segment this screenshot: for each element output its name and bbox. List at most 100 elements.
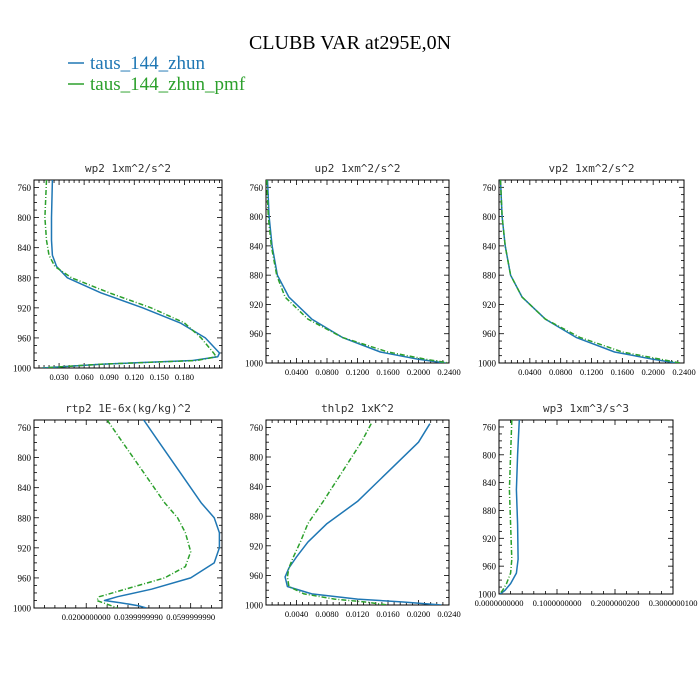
x-tick-label: 0.030 [50,372,69,382]
y-tick-label: 920 [250,300,264,310]
series-line-zhun [499,180,677,363]
y-tick-label: 760 [18,423,32,433]
y-tick-label: 840 [250,482,264,492]
x-tick-label: 0.0400 [285,367,308,377]
x-tick-label: 0.0160 [376,609,399,619]
y-tick-label: 800 [18,453,32,463]
panel-title: thlp2 1xK^2 [321,402,394,415]
plot-frame [498,419,674,595]
y-tick-label: 1000 [245,601,264,611]
y-tick-label: 800 [250,453,264,463]
legend-label-1: taus_144_zhun_pmf [90,74,246,95]
plot-frame [33,419,223,609]
panel-title: wp3 1xm^3/s^3 [543,402,629,415]
x-tick-label: 0.0120 [346,609,369,619]
x-tick-label: 0.0599999990 [166,612,215,622]
y-tick-label: 960 [250,329,264,339]
y-tick-label: 1000 [478,359,497,369]
y-tick-label: 840 [483,478,497,488]
x-tick-label: 0.0800 [315,367,338,377]
y-tick-label: 880 [18,273,32,283]
x-tick-label: 0.0399999990 [114,612,163,622]
x-tick-label: 0.2400 [437,367,460,377]
y-tick-label: 880 [250,271,264,281]
y-tick-label: 920 [18,543,32,553]
series-line-zhun [499,420,521,594]
y-tick-label: 920 [483,534,497,544]
x-tick-label: 0.2000 [407,367,430,377]
y-tick-label: 960 [18,573,32,583]
y-tick-label: 880 [18,513,32,523]
plot-frame [33,179,223,369]
x-tick-label: 0.1200 [580,367,603,377]
y-tick-label: 1000 [478,590,497,600]
panel-4: rtp2 1E-6x(kg/kg)^2 760 800 840 880 920 960 100… [13,402,223,622]
panel-6: wp3 1xm^3/s^3 760 800 840 880 920 960 10000.000… [475,402,698,608]
x-tick-label: 0.0200 [407,609,430,619]
y-tick-label: 960 [483,562,497,572]
y-tick-label: 800 [250,212,264,222]
y-tick-label: 840 [250,241,264,251]
panels: wp2 1xm^2/s^2 760 800 840 880 920 960 1000 0.030… [13,162,697,622]
y-tick-label: 760 [18,183,32,193]
x-tick-label: 0.150 [150,372,169,382]
y-tick-label: 800 [483,450,497,460]
panel-title: up2 1xm^2/s^2 [314,162,400,175]
y-tick-label: 840 [18,483,32,493]
y-tick-label: 960 [250,571,264,581]
plot-frame [265,179,450,364]
y-tick-label: 920 [18,303,32,313]
x-tick-label: 0.0000000000 [475,598,524,608]
y-tick-label: 800 [483,212,497,222]
y-tick-label: 880 [483,506,497,516]
series-line-zhun-pmf [499,420,513,594]
panel-3: vp2 1xm^2/s^2 760 800 840 880 920 960 1000 0.040… [478,162,696,377]
y-tick-label: 1000 [13,364,32,374]
series-line-zhun-pmf [499,180,681,363]
y-tick-label: 960 [483,329,497,339]
panel-title: vp2 1xm^2/s^2 [548,162,634,175]
series-line-zhun-pmf [266,180,449,363]
y-tick-label: 920 [250,541,264,551]
legend-label-0: taus_144_zhun [90,53,206,74]
y-tick-label: 760 [250,183,264,193]
figure-legend: taus_144_zhun taus_144_zhun_pmf [68,53,246,95]
panel-2: up2 1xm^2/s^2 760 800 840 880 920 960 1000 0.040… [245,162,461,377]
series-line-zhun [266,180,446,363]
y-tick-label: 880 [483,271,497,281]
series-line-zhun-pmf [95,420,192,608]
y-tick-label: 840 [18,243,32,253]
y-tick-label: 920 [483,300,497,310]
x-tick-label: 0.090 [100,372,119,382]
x-tick-label: 0.2000 [641,367,664,377]
x-tick-label: 0.3000000100 [649,598,698,608]
x-tick-label: 0.1600 [611,367,634,377]
series-line-zhun [42,180,221,368]
plot-frame [498,179,685,364]
y-tick-label: 760 [483,183,497,193]
x-tick-label: 0.0040 [285,609,308,619]
y-tick-label: 840 [483,241,497,251]
x-tick-label: 0.1000000000 [533,598,582,608]
series-line-zhun [103,420,221,608]
x-tick-label: 0.0200000000 [62,612,111,622]
y-tick-label: 760 [250,423,264,433]
x-tick-label: 0.0240 [437,609,460,619]
series-line-zhun-pmf [286,423,389,605]
x-tick-label: 0.0800 [549,367,572,377]
panel-5: thlp2 1xK^2 760 800 840 880 920 960 1000 0.0040 0… [245,402,461,619]
x-tick-label: 0.2000000200 [591,598,640,608]
x-tick-label: 0.2400 [672,367,695,377]
panel-title: rtp2 1E-6x(kg/kg)^2 [65,402,191,415]
x-tick-label: 0.0080 [315,609,338,619]
y-tick-label: 1000 [13,604,32,614]
figure-title: CLUBB VAR at295E,0N [249,32,451,54]
x-tick-label: 0.120 [125,372,144,382]
x-tick-label: 0.0400 [518,367,541,377]
x-tick-label: 0.1200 [346,367,369,377]
x-tick-label: 0.180 [175,372,194,382]
series-line-zhun-pmf [42,180,217,368]
x-tick-label: 0.1600 [376,367,399,377]
y-tick-label: 880 [250,512,264,522]
